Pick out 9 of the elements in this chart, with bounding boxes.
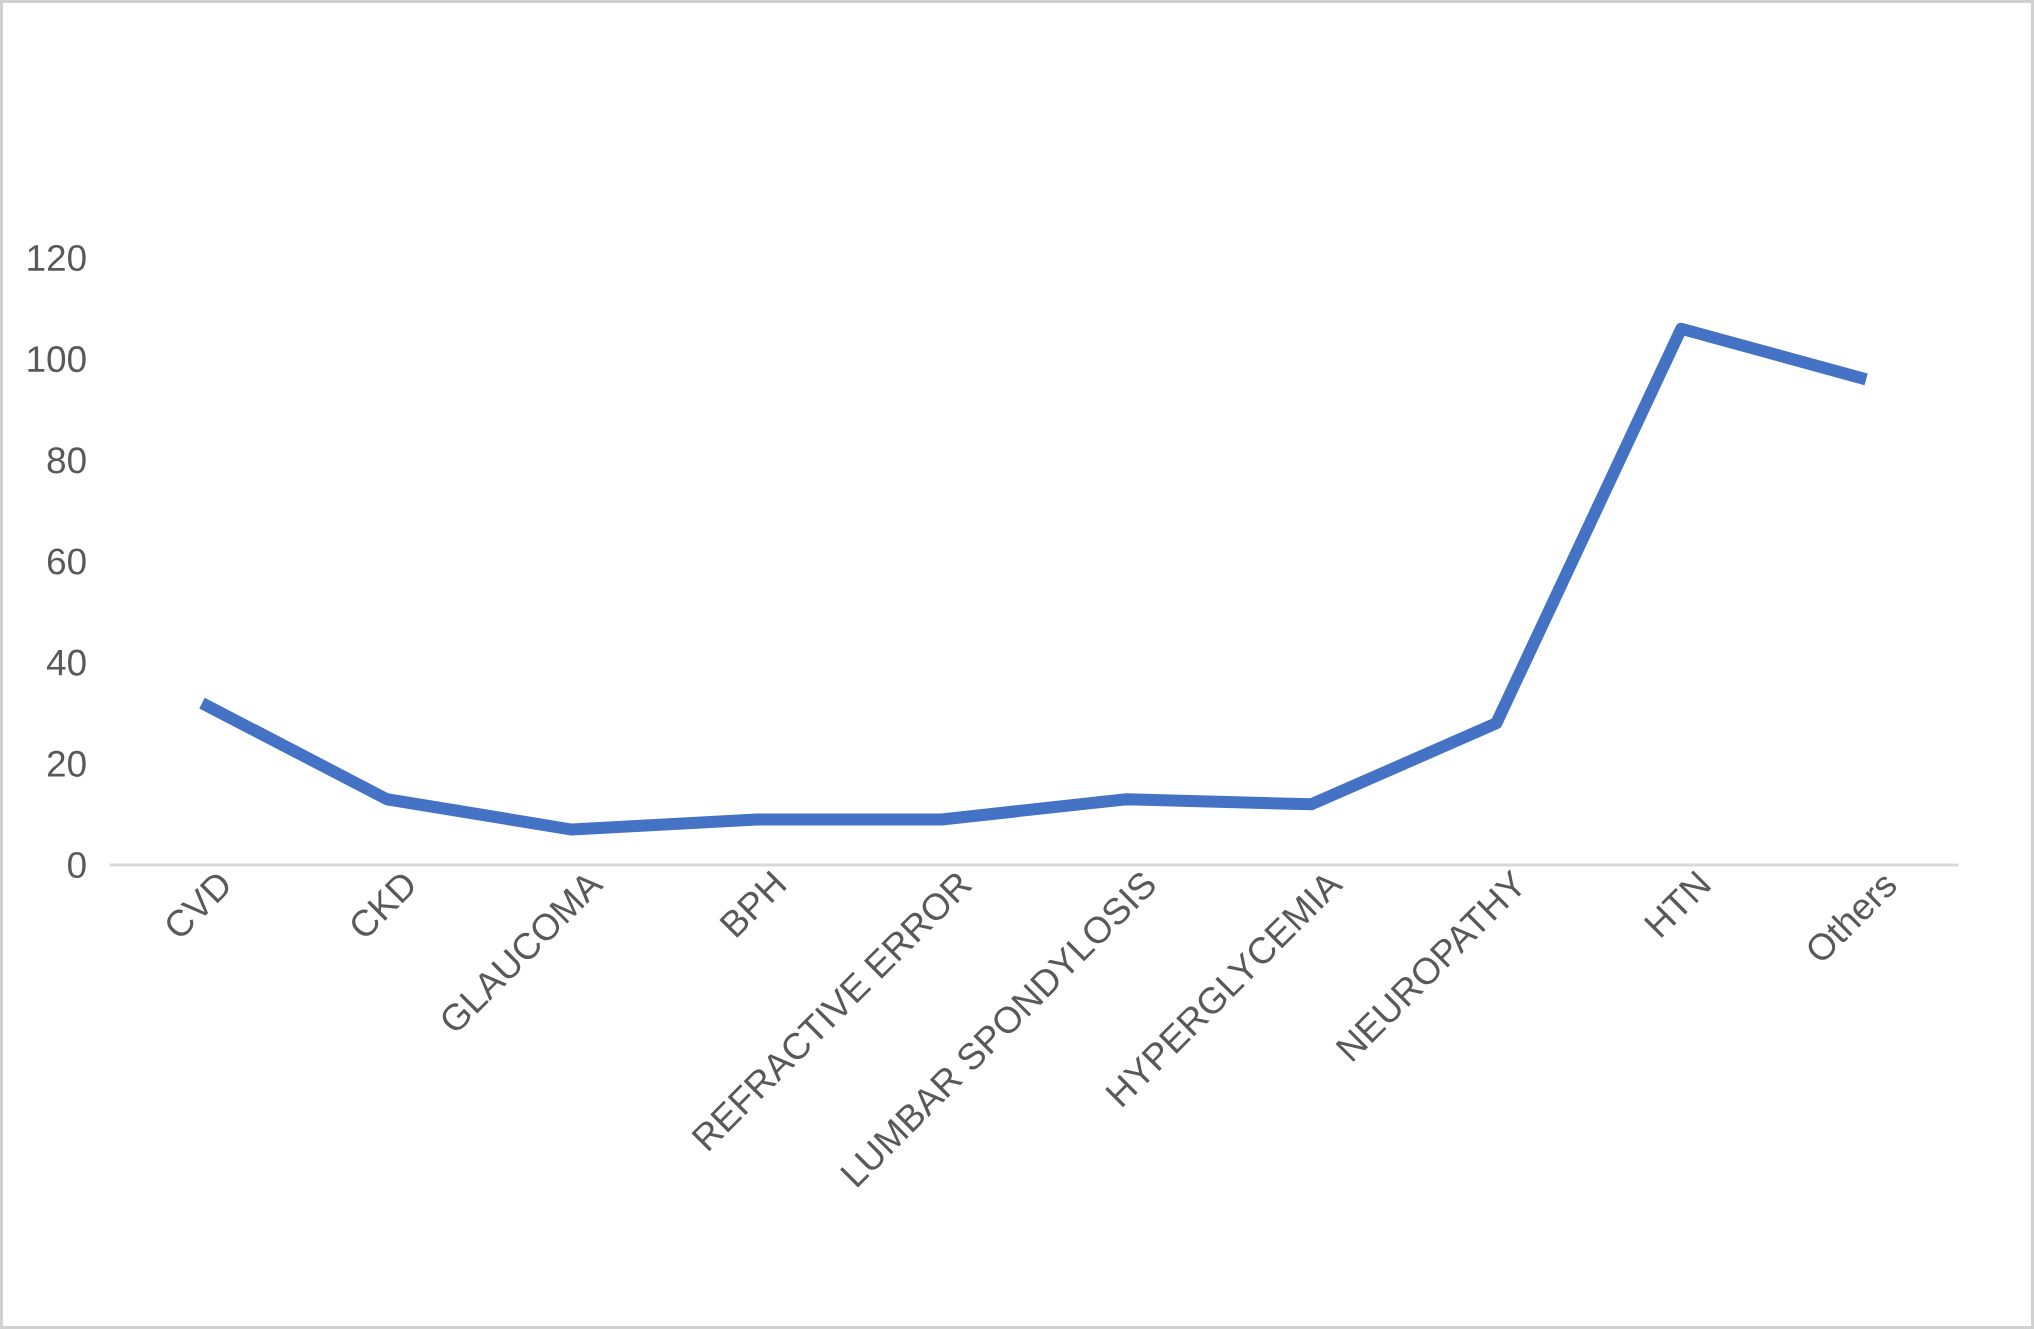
y-tick-label: 80 xyxy=(47,447,86,474)
y-tick-label: 40 xyxy=(46,649,86,676)
x-tick-label: CKD xyxy=(352,874,414,936)
y-tick-label: 0 xyxy=(68,851,86,879)
y-tick-label: 120 xyxy=(28,244,86,272)
y-tick-label: 20 xyxy=(47,750,86,777)
y-tick-label: 100 xyxy=(28,346,86,373)
x-tick-label: CVD xyxy=(167,874,229,936)
y-tick-label: 60 xyxy=(47,548,86,575)
